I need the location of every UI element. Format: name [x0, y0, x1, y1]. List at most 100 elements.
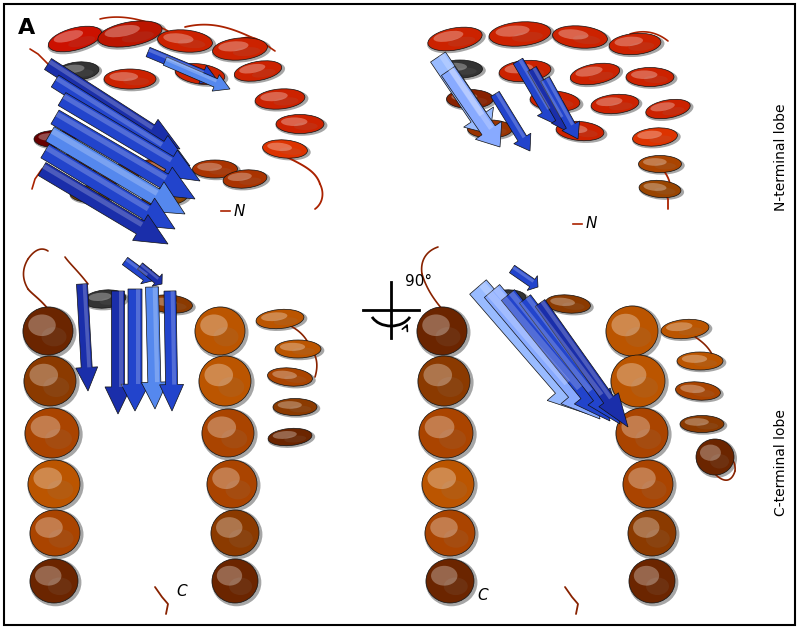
- Ellipse shape: [443, 577, 467, 595]
- Ellipse shape: [30, 416, 61, 438]
- Ellipse shape: [484, 128, 507, 135]
- Ellipse shape: [417, 355, 474, 409]
- Ellipse shape: [611, 314, 640, 337]
- Ellipse shape: [617, 363, 646, 386]
- Ellipse shape: [610, 354, 669, 411]
- Ellipse shape: [34, 131, 79, 150]
- Ellipse shape: [206, 460, 260, 511]
- Ellipse shape: [268, 369, 316, 389]
- Polygon shape: [439, 53, 484, 116]
- Ellipse shape: [73, 69, 93, 77]
- Polygon shape: [431, 52, 494, 134]
- Polygon shape: [160, 291, 184, 411]
- Ellipse shape: [30, 510, 80, 556]
- Ellipse shape: [590, 95, 642, 116]
- Ellipse shape: [229, 530, 252, 548]
- Ellipse shape: [589, 72, 614, 81]
- Ellipse shape: [418, 356, 470, 406]
- Polygon shape: [470, 280, 588, 414]
- Polygon shape: [502, 289, 610, 421]
- Ellipse shape: [274, 318, 298, 325]
- Ellipse shape: [633, 517, 659, 538]
- Ellipse shape: [100, 298, 121, 305]
- Polygon shape: [519, 59, 551, 110]
- Polygon shape: [42, 164, 143, 227]
- Ellipse shape: [109, 172, 133, 180]
- Ellipse shape: [646, 577, 669, 595]
- Ellipse shape: [240, 177, 261, 185]
- Ellipse shape: [27, 460, 84, 511]
- Ellipse shape: [205, 364, 233, 386]
- Ellipse shape: [426, 559, 478, 606]
- Polygon shape: [526, 296, 603, 396]
- Ellipse shape: [696, 439, 737, 478]
- Ellipse shape: [211, 509, 262, 559]
- Ellipse shape: [549, 99, 574, 108]
- Ellipse shape: [34, 130, 76, 147]
- Ellipse shape: [679, 327, 702, 335]
- Ellipse shape: [575, 67, 602, 77]
- Ellipse shape: [661, 320, 709, 338]
- Ellipse shape: [234, 62, 285, 84]
- Polygon shape: [479, 282, 570, 386]
- Polygon shape: [58, 92, 200, 181]
- Ellipse shape: [89, 292, 112, 301]
- Ellipse shape: [148, 295, 193, 313]
- Ellipse shape: [638, 157, 685, 175]
- Polygon shape: [121, 289, 149, 411]
- Polygon shape: [491, 91, 531, 151]
- Ellipse shape: [30, 364, 58, 386]
- Ellipse shape: [38, 133, 62, 141]
- Ellipse shape: [35, 517, 63, 538]
- Ellipse shape: [199, 356, 251, 406]
- Ellipse shape: [626, 327, 651, 347]
- Ellipse shape: [256, 309, 304, 329]
- Polygon shape: [51, 110, 195, 199]
- Ellipse shape: [441, 480, 467, 499]
- Ellipse shape: [62, 155, 87, 163]
- Ellipse shape: [632, 128, 681, 148]
- Ellipse shape: [198, 355, 255, 409]
- Ellipse shape: [281, 118, 308, 126]
- Ellipse shape: [201, 409, 257, 460]
- Polygon shape: [146, 47, 218, 84]
- Ellipse shape: [421, 460, 478, 511]
- Ellipse shape: [488, 292, 511, 301]
- Ellipse shape: [570, 64, 620, 85]
- Ellipse shape: [435, 327, 460, 347]
- Ellipse shape: [175, 64, 225, 84]
- Ellipse shape: [105, 25, 140, 37]
- Ellipse shape: [86, 192, 109, 199]
- Ellipse shape: [416, 306, 471, 359]
- Polygon shape: [55, 112, 167, 181]
- Ellipse shape: [147, 191, 172, 199]
- Polygon shape: [484, 284, 600, 419]
- Polygon shape: [51, 75, 190, 166]
- Ellipse shape: [48, 577, 72, 595]
- Ellipse shape: [431, 566, 458, 586]
- Ellipse shape: [628, 467, 656, 489]
- Ellipse shape: [255, 89, 305, 109]
- Polygon shape: [513, 58, 556, 124]
- Polygon shape: [141, 287, 167, 409]
- Text: N-terminal lobe: N-terminal lobe: [774, 104, 789, 211]
- Ellipse shape: [676, 382, 721, 400]
- Ellipse shape: [680, 385, 705, 393]
- Ellipse shape: [157, 30, 216, 55]
- Text: C: C: [177, 584, 187, 599]
- Ellipse shape: [643, 183, 666, 191]
- Ellipse shape: [606, 306, 658, 356]
- Polygon shape: [46, 126, 185, 214]
- Polygon shape: [46, 146, 149, 211]
- Ellipse shape: [275, 340, 321, 358]
- Ellipse shape: [294, 123, 318, 130]
- Ellipse shape: [70, 186, 117, 204]
- Ellipse shape: [639, 181, 681, 198]
- Ellipse shape: [147, 296, 196, 315]
- Ellipse shape: [650, 103, 675, 111]
- Ellipse shape: [417, 307, 467, 355]
- Polygon shape: [49, 60, 153, 130]
- Ellipse shape: [136, 159, 184, 179]
- Ellipse shape: [74, 188, 99, 196]
- Ellipse shape: [193, 161, 240, 181]
